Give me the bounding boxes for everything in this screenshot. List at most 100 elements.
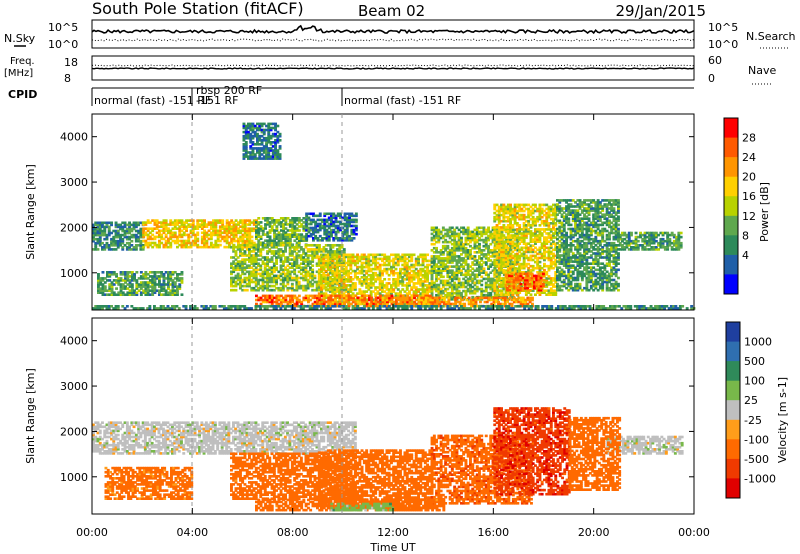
- range-gate-cell: [151, 237, 155, 241]
- range-gate-cell: [137, 277, 141, 280]
- range-gate-cell: [264, 225, 267, 228]
- range-gate-cell: [252, 219, 256, 222]
- range-gate-cell: [493, 242, 497, 246]
- range-gate-cell: [110, 248, 113, 251]
- range-gate-cell: [266, 221, 270, 224]
- range-gate-cell: [545, 279, 549, 282]
- range-gate-cell: [326, 282, 330, 285]
- range-gate-cell: [457, 257, 461, 260]
- range-gate-cell: [307, 216, 311, 220]
- range-gate-cell: [412, 292, 416, 295]
- range-gate-cell: [171, 227, 175, 230]
- range-gate-cell: [426, 269, 429, 273]
- range-gate-cell: [173, 223, 177, 226]
- range-gate-cell: [348, 214, 351, 218]
- range-gate-cell: [534, 254, 537, 258]
- range-gate-cell: [261, 260, 265, 263]
- range-gate-cell: [354, 226, 358, 230]
- range-gate-cell: [618, 233, 622, 237]
- range-gate-cell: [128, 289, 132, 292]
- range-gate-cell: [336, 248, 339, 251]
- range-gate-cell: [288, 229, 292, 232]
- range-gate-cell: [441, 246, 445, 250]
- range-gate-cell: [189, 231, 193, 235]
- range-gate-cell: [263, 258, 267, 261]
- range-gate-cell: [98, 244, 102, 247]
- range-gate-cell: [506, 234, 510, 237]
- range-gate-cell: [236, 248, 240, 251]
- range-gate-cell: [514, 253, 518, 256]
- range-gate-cell: [250, 260, 254, 263]
- range-gate-cell: [330, 214, 333, 218]
- range-gate-cell: [327, 232, 331, 236]
- range-gate-cell: [419, 271, 423, 275]
- range-gate-cell: [394, 255, 398, 259]
- range-gate-cell: [293, 233, 297, 236]
- range-gate-cell: [432, 246, 436, 250]
- range-gate-cell: [536, 266, 540, 270]
- range-gate-cell: [309, 220, 313, 224]
- range-gate-cell: [230, 272, 233, 276]
- range-gate-cell: [254, 252, 258, 255]
- range-gate-cell: [236, 276, 240, 280]
- range-gate-cell: [243, 239, 247, 243]
- range-gate-cell: [275, 262, 278, 265]
- range-gate-cell: [277, 256, 281, 259]
- range-gate-cell: [228, 225, 231, 228]
- range-gate-cell: [103, 281, 107, 284]
- range-gate-cell: [455, 242, 459, 246]
- range-gate-cell: [110, 239, 113, 243]
- range-gate-cell: [243, 250, 247, 253]
- range-gate-cell: [326, 263, 330, 267]
- range-gate-cell: [511, 271, 515, 274]
- range-gate-cell: [302, 258, 306, 261]
- range-gate-cell: [643, 237, 647, 241]
- range-gate-cell: [336, 278, 339, 282]
- range-gate-cell: [322, 267, 326, 271]
- range-gate-cell: [339, 239, 342, 242]
- range-gate-cell: [338, 292, 341, 295]
- range-gate-cell: [293, 270, 297, 274]
- range-gate-cell: [369, 267, 373, 271]
- range-gate-cell: [509, 236, 512, 239]
- range-gate-cell: [439, 261, 443, 264]
- range-gate-cell: [374, 278, 378, 281]
- range-gate-cell: [144, 233, 148, 237]
- range-gate-cell: [625, 241, 629, 245]
- range-gate-cell: [515, 232, 519, 235]
- range-gate-cell: [502, 246, 506, 250]
- range-gate-cell: [252, 268, 256, 272]
- range-gate-cell: [176, 285, 179, 288]
- range-gate-cell: [92, 223, 95, 227]
- range-gate-cell: [279, 221, 283, 224]
- range-gate-cell: [277, 250, 281, 253]
- range-gate-cell: [139, 285, 143, 288]
- range-gate-cell: [255, 237, 258, 240]
- range-gate-cell: [230, 246, 233, 249]
- range-gate-cell: [450, 255, 454, 258]
- range-gate-cell: [500, 285, 503, 288]
- range-gate-cell: [527, 242, 531, 245]
- range-gate-cell: [353, 276, 357, 279]
- range-gate-cell: [441, 283, 445, 287]
- range-gate-cell: [99, 291, 103, 294]
- range-gate-cell: [155, 243, 159, 247]
- range-gate-cell: [239, 231, 243, 235]
- range-gate-cell: [365, 286, 369, 289]
- range-gate-cell: [239, 225, 243, 228]
- range-gate-cell: [323, 220, 327, 224]
- range-gate-cell: [169, 241, 173, 245]
- range-gate-cell: [412, 282, 416, 285]
- range-gate-cell: [446, 275, 450, 279]
- range-gate-cell: [374, 257, 378, 261]
- range-gate-cell: [365, 259, 369, 263]
- range-gate-cell: [142, 283, 146, 286]
- range-gate-cell: [430, 236, 434, 240]
- range-gate-cell: [325, 239, 329, 242]
- range-gate-cell: [365, 282, 369, 285]
- range-gate-cell: [314, 234, 318, 238]
- range-gate-cell: [412, 253, 416, 257]
- range-gate-cell: [507, 253, 511, 256]
- range-gate-cell: [509, 258, 512, 262]
- range-gate-cell: [475, 289, 479, 293]
